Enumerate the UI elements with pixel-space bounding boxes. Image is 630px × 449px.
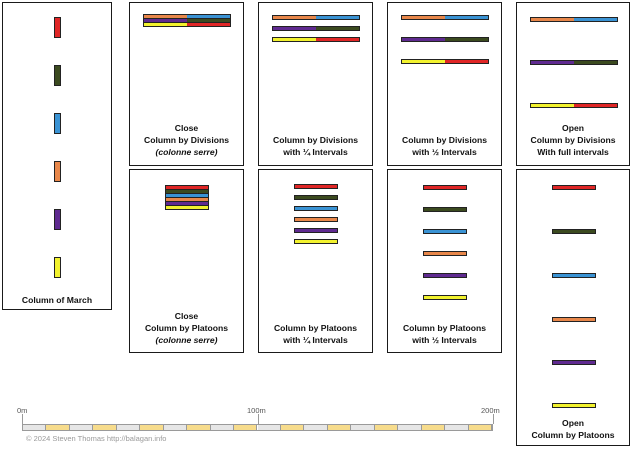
division-orange-blue	[401, 15, 489, 20]
company-orange	[54, 161, 61, 182]
scale-segment	[327, 425, 352, 430]
scale-segment	[234, 425, 258, 430]
platoon-yellow	[165, 205, 209, 210]
scale-segment	[374, 425, 399, 430]
division-purple-green	[530, 60, 618, 65]
company-blue	[54, 113, 61, 134]
division-yellow-red	[272, 37, 360, 42]
panel-caption: Open Column by Platoons	[531, 418, 615, 440]
division-yellow-red	[143, 22, 231, 27]
scale-segment	[351, 425, 375, 430]
scale-tick-100m	[258, 414, 259, 424]
scale-bar	[22, 424, 493, 431]
platoon-purple	[423, 273, 467, 278]
scale-segment	[116, 425, 141, 430]
panel-close-column-by-platoons: Close Column by Platoons (colonne serre)	[129, 169, 244, 353]
panel-caption: Column by Divisions with ¼ Intervals	[273, 135, 358, 157]
panel-open-column-by-platoons: Open Column by Platoons	[516, 169, 630, 446]
division-purple-green	[401, 37, 489, 42]
scale-label-100m: 100m	[247, 406, 266, 415]
division-orange-blue	[272, 15, 360, 20]
scale-segment	[23, 425, 47, 430]
platoon-green	[423, 207, 467, 212]
division-yellow-red	[530, 103, 618, 108]
platoon-red	[423, 185, 467, 190]
scale-segment	[46, 425, 70, 430]
platoon-orange	[552, 317, 596, 322]
company-green	[54, 65, 61, 86]
platoon-red	[552, 185, 596, 190]
division-purple-green	[272, 26, 360, 31]
platoon-blue	[294, 206, 338, 211]
scale-label-0m: 0m	[17, 406, 28, 415]
panel-close-column-by-divisions: Close Column by Divisions (colonne serre…	[129, 2, 244, 166]
platoon-red	[294, 184, 338, 189]
panel-caption: Close Column by Divisions (colonne serre…	[144, 123, 229, 157]
scale-segment	[93, 425, 117, 430]
company-red	[54, 17, 61, 38]
company-yellow	[54, 257, 61, 278]
panel-platoons-quarter-intervals: Column by Platoons with ¼ Intervals	[258, 169, 373, 353]
panel-divisions-quarter-intervals: Column by Divisions with ¼ Intervals	[258, 2, 373, 166]
panel-caption: Column of March	[21, 295, 93, 305]
platoon-green	[552, 229, 596, 234]
panel-platoons-half-intervals: Column by Platoons with ½ Intervals	[387, 169, 502, 353]
scale-segment	[163, 425, 188, 430]
platoon-blue	[552, 273, 596, 278]
scale-segment	[280, 425, 305, 430]
scale-label-200m: 200m	[481, 406, 500, 415]
scale-tick-200m	[493, 414, 494, 424]
scale-segment	[257, 425, 281, 430]
division-yellow-red	[401, 59, 489, 64]
scale-segment	[445, 425, 469, 430]
division-orange-blue	[530, 17, 618, 22]
platoon-blue	[423, 229, 467, 234]
panel-caption: Column by Platoons with ¼ Intervals	[273, 323, 358, 345]
company-purple	[54, 209, 61, 230]
platoon-orange	[423, 251, 467, 256]
panel-caption: Column by Divisions with ½ Intervals	[402, 135, 487, 157]
platoon-yellow	[552, 403, 596, 408]
scale-segment	[210, 425, 235, 430]
scale-tick-0m	[22, 414, 23, 424]
platoon-orange	[294, 217, 338, 222]
scale-segment	[398, 425, 422, 430]
scale-segment	[421, 425, 446, 430]
scale-segment	[187, 425, 211, 430]
panel-column-of-march: Column of March	[2, 2, 112, 310]
panel-caption: Open Column by Divisions With full inter…	[530, 123, 616, 157]
panel-caption: Close Column by Platoons (colonne serre)	[144, 311, 229, 345]
scale-segment	[140, 425, 164, 430]
platoon-purple	[552, 360, 596, 365]
platoon-yellow	[423, 295, 467, 300]
copyright-notice: © 2024 Steven Thomas http://balagan.info	[26, 434, 167, 443]
platoon-yellow	[294, 239, 338, 244]
platoon-green	[294, 195, 338, 200]
scale-segment	[69, 425, 94, 430]
panel-open-column-by-divisions: Open Column by Divisions With full inter…	[516, 2, 630, 166]
scale-segment	[304, 425, 328, 430]
platoon-purple	[294, 228, 338, 233]
panel-caption: Column by Platoons with ½ Intervals	[402, 323, 487, 345]
scale-segment	[468, 425, 492, 430]
panel-divisions-half-intervals: Column by Divisions with ½ Intervals	[387, 2, 502, 166]
